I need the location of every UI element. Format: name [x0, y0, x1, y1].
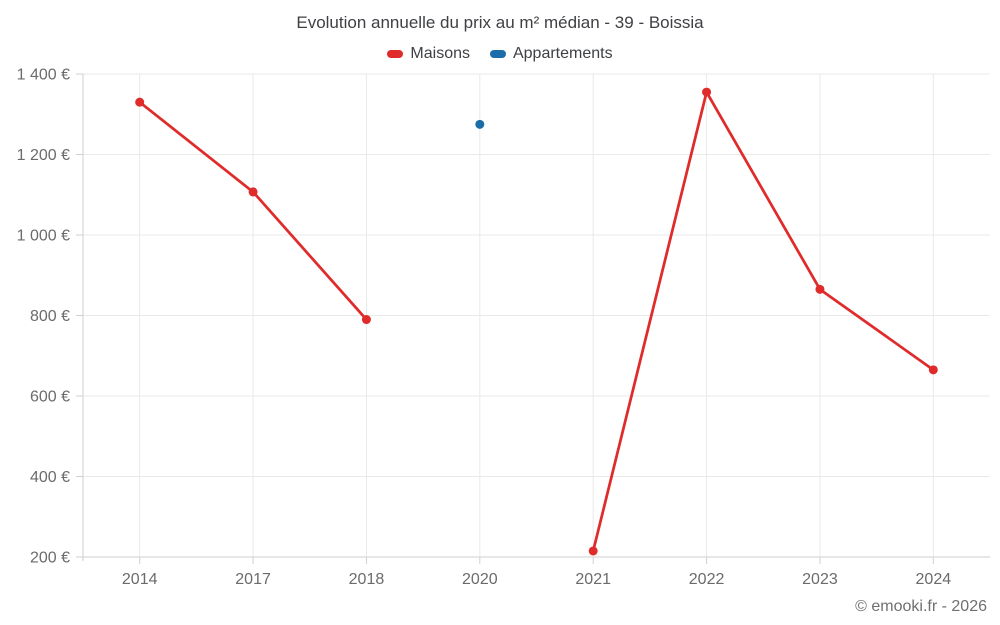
y-tick-label: 600 €: [30, 389, 70, 406]
legend: Maisons Appartements: [0, 44, 1000, 64]
x-tick-label: 2014: [122, 571, 158, 588]
x-tick-label: 2020: [462, 571, 498, 588]
data-point-maisons-2014[interactable]: [135, 97, 145, 107]
chart-title: Evolution annuelle du prix au m² médian …: [296, 13, 704, 32]
data-point-maisons-2024[interactable]: [928, 365, 938, 375]
legend-swatch-maisons-icon: [387, 50, 404, 58]
x-tick-label: 2022: [689, 571, 725, 588]
x-tick-label: 2024: [916, 571, 952, 588]
y-tick-label: 1 000 €: [17, 228, 70, 245]
data-point-maisons-2017[interactable]: [248, 187, 258, 197]
legend-item-maisons[interactable]: Maisons: [387, 45, 470, 63]
legend-label-appartements: Appartements: [512, 45, 613, 62]
data-point-appartements-2020[interactable]: [475, 119, 485, 129]
copyright-credit: © emooki.fr - 2026: [855, 598, 987, 615]
data-point-maisons-2022[interactable]: [702, 87, 712, 97]
y-tick-label: 800 €: [30, 308, 70, 325]
series-line-maisons: [138, 90, 935, 553]
legend-label-maisons: Maisons: [410, 45, 470, 62]
x-tick-label: 2017: [235, 571, 271, 588]
y-tick-label: 200 €: [30, 550, 70, 567]
legend-item-appartements[interactable]: Appartements: [489, 45, 613, 63]
y-tick-label: 400 €: [30, 469, 70, 486]
y-tick-label: 1 200 €: [17, 147, 70, 164]
x-tick-label: 2021: [575, 571, 611, 588]
data-point-maisons-2023[interactable]: [815, 284, 825, 294]
x-tick-label: 2023: [802, 571, 838, 588]
y-tick-label: 1 400 €: [17, 67, 70, 84]
x-tick-label: 2018: [349, 571, 385, 588]
data-point-maisons-2021[interactable]: [588, 546, 598, 556]
legend-swatch-appartements-icon: [489, 50, 506, 58]
data-point-maisons-2018[interactable]: [361, 315, 371, 325]
